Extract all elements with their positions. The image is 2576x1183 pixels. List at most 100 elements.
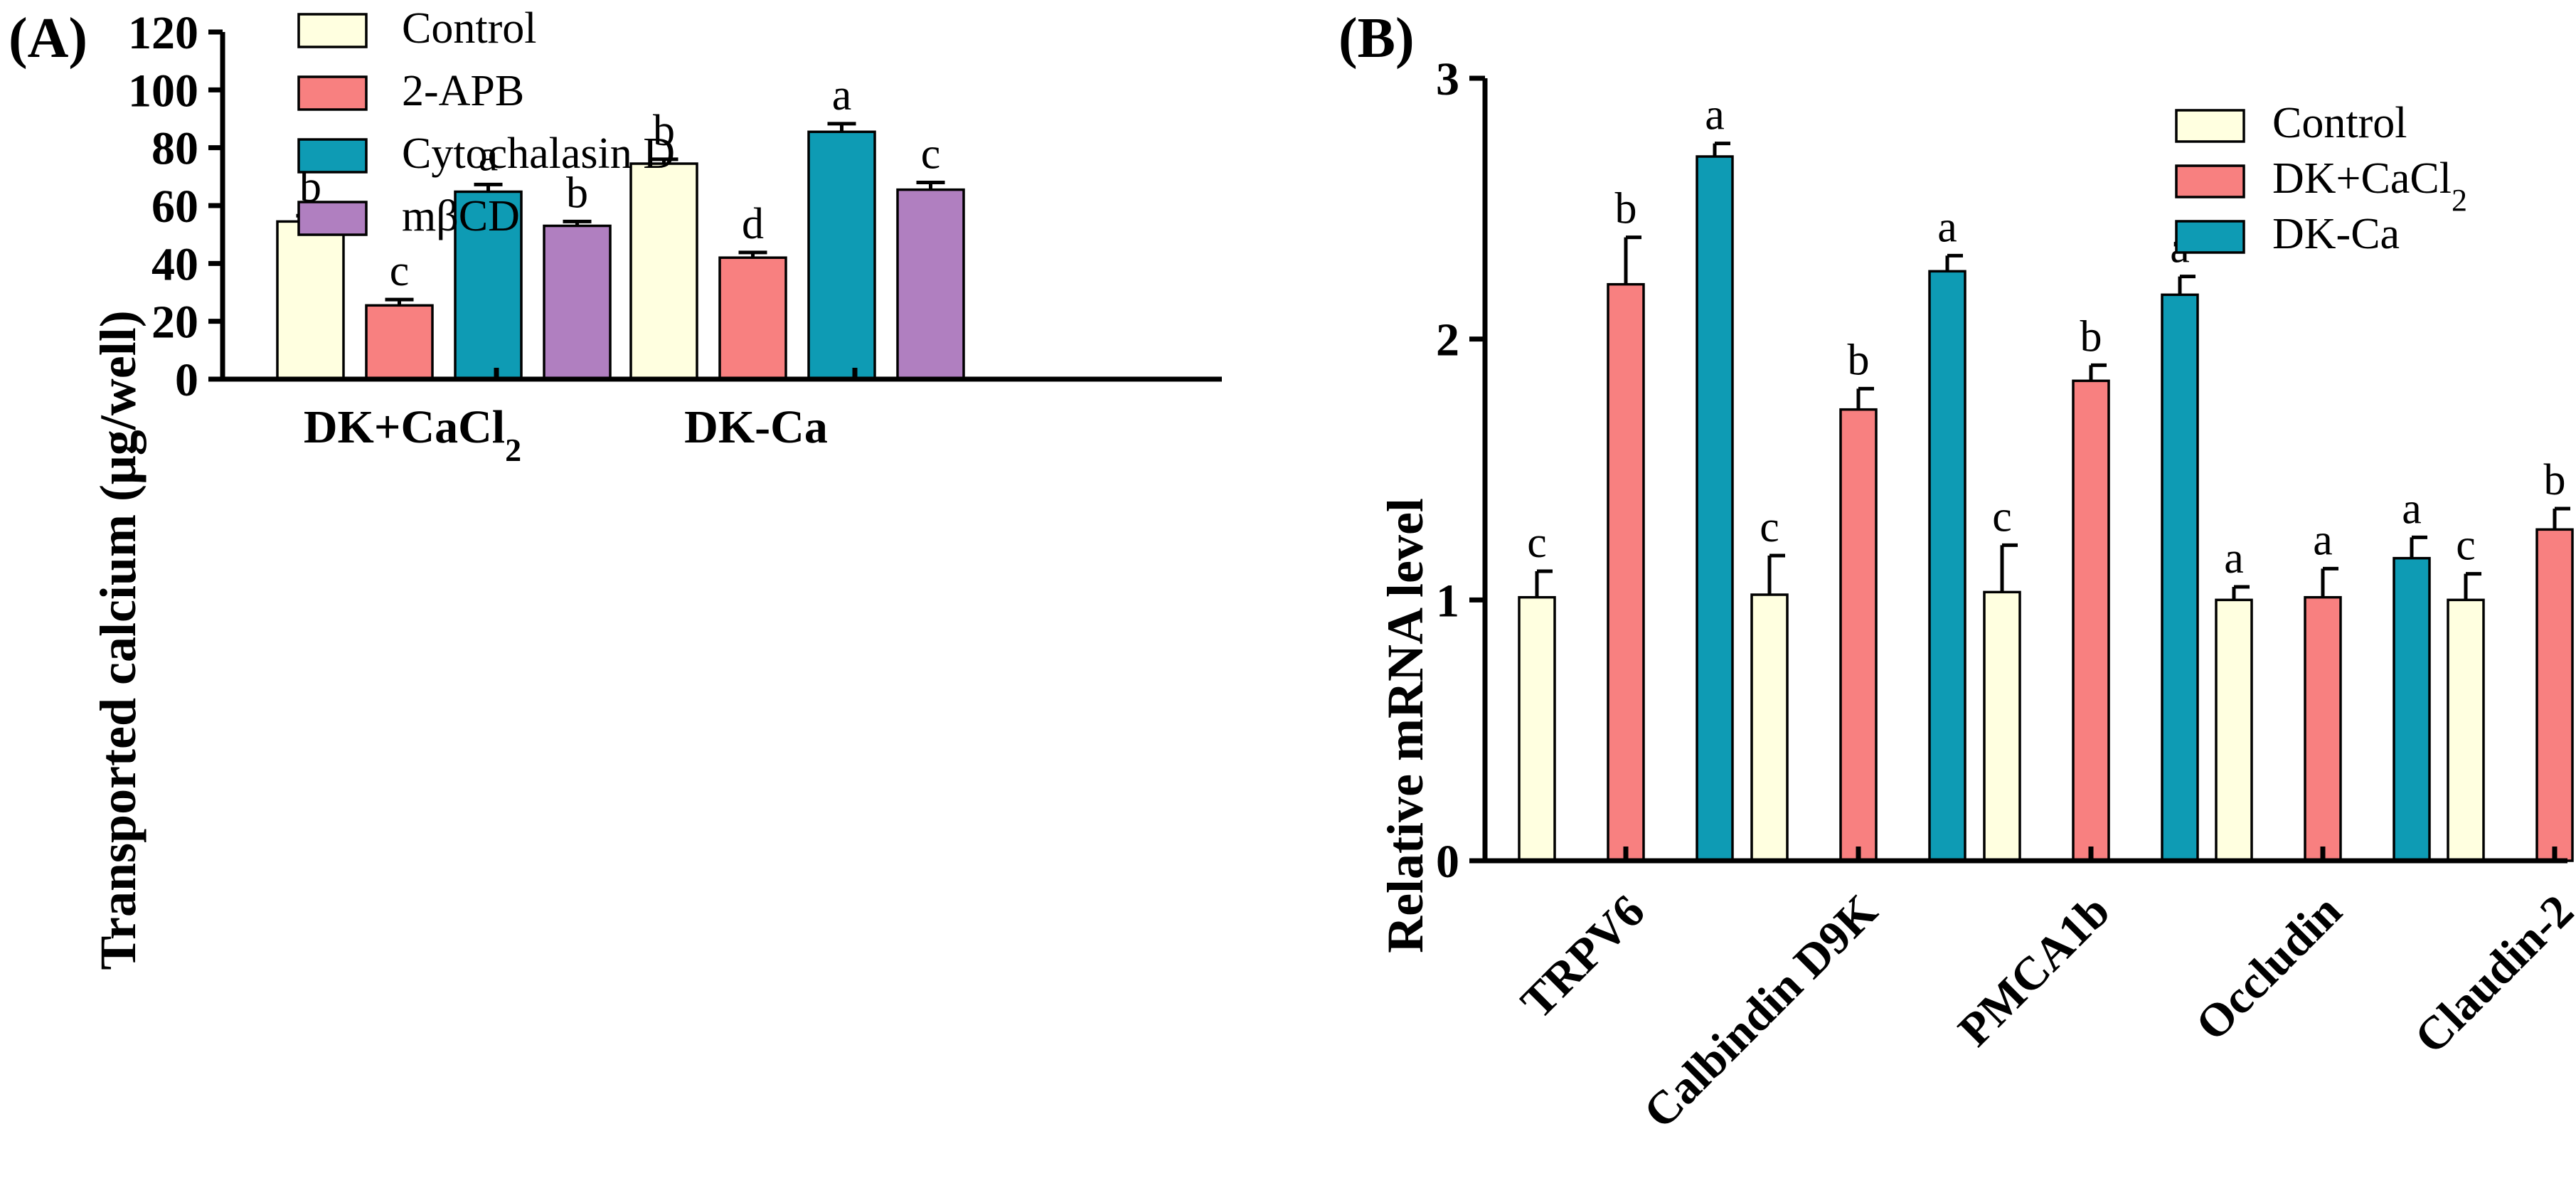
sig-letter-a-1-3: c [921,129,941,178]
panel-b-y-tick-label-0: 0 [1436,836,1459,888]
legend-swatch-a-1 [297,75,368,111]
error-bar-a-1-0 [649,157,678,164]
legend-swatch-b-2 [2175,220,2245,254]
panel-a-category-label-0-subscript: 2 [505,432,521,468]
error-bar-b-3-2 [2410,535,2427,558]
panel-b-y-tick-label-2: 2 [1436,314,1459,366]
panel-b-significance-letters: cccacbbbabaaaaa [1527,91,2566,583]
error-bar-b-0-2 [1713,142,1730,157]
error-bar-b-0-0 [1535,569,1553,598]
bar-b-1-2 [1928,270,1966,862]
panel-a-y-tick-label-6: 120 [128,7,198,59]
bar-a-1-2 [807,130,876,381]
error-bar-b-2-2 [2178,275,2196,295]
panel-a-y-tick-label-0: 0 [175,354,198,406]
legend-label-a-3: mβCD [402,192,520,240]
legend-label-b-1-subscript: 2 [2452,183,2467,218]
panel-a-label: (A) [9,7,87,70]
legend-label-b-1-text: DK+CaCl [2272,154,2452,203]
panel-a-y-tick-label-3: 60 [151,181,198,233]
legend-label-a-1: 2-APB [402,67,524,115]
sig-letter-b-4-0: c [2456,521,2476,570]
bar-b-0-0 [1518,595,1556,862]
sig-letter-a-1-0: b [653,107,675,155]
error-bar-a-0-3 [563,219,592,226]
bar-a-1-1 [718,256,787,381]
error-bar-b-4-0 [2464,572,2481,600]
legend-label-a-2: Cytochalasin D [402,129,675,178]
sig-letter-a-1-1: d [742,200,764,248]
bar-b-2-1 [2072,379,2110,862]
error-bar-a-1-3 [916,180,945,190]
bar-a-1-0 [629,162,698,381]
bar-b-3-0 [2215,598,2253,862]
panel-b-label: (B) [1338,7,1415,70]
panel-a-category-label-0-text: DK+CaCl [304,401,505,453]
legend-label-b-2-text: DK-Ca [2272,210,2400,258]
legend-label-b-2: DK-Ca [2272,210,2400,258]
sig-letter-a-1-2: a [832,71,852,120]
legend-swatch-b-0 [2175,109,2245,143]
bar-b-4-1 [2535,528,2574,862]
panel-a-chart: (A) Transported calcium (μg/well) b b c d a a… [9,4,1222,970]
error-bar-b-3-0 [2232,585,2250,600]
error-bar-b-0-1 [1624,235,1641,285]
bar-b-3-1 [2304,595,2342,862]
error-bar-b-1-0 [1767,553,1785,595]
sig-letter-b-3-0: a [2224,534,2244,583]
sig-letter-b-1-1: b [1848,336,1870,384]
legend-label-b-0: Control [2272,99,2407,147]
bar-b-3-2 [2393,556,2431,862]
bar-b-0-1 [1607,282,1645,862]
error-bar-b-4-1 [2553,506,2570,530]
panel-b-error-bars [1535,142,2570,600]
panel-a-category-labels: DK+CaCl2 DK-Ca [304,401,828,468]
panel-a-y-tick-label-5: 100 [128,65,198,117]
sig-letter-a-0-1: c [390,247,410,295]
sig-letter-b-0-2: a [1705,91,1725,139]
panel-b-axes [1482,78,2567,864]
error-bar-a-1-1 [738,250,767,258]
bar-b-1-1 [1839,408,1878,862]
legend-label-a-0: Control [402,4,536,53]
panel-a-category-label-1-text: DK-Ca [684,401,828,453]
panel-a-y-axis-label: Transported calcium (μg/well) [90,310,147,970]
sig-letter-b-1-2: a [1937,203,1957,251]
sig-letter-a-0-2: a [479,132,499,180]
bar-b-0-2 [1696,155,1734,862]
sig-letter-b-3-2: a [2402,484,2422,533]
legend-swatch-a-2 [297,138,368,174]
error-bar-a-0-2 [474,182,503,192]
panel-b-bars [1518,155,2574,862]
bar-a-0-0 [276,220,345,381]
sig-letter-b-4-1: b [2544,456,2566,504]
sig-letter-a-0-3: b [566,169,588,217]
bar-b-4-0 [2447,598,2485,862]
bar-b-2-0 [1983,590,2021,862]
error-bar-b-2-1 [2089,363,2107,381]
bar-a-0-3 [543,224,612,381]
panel-b-y-tick-label-3: 3 [1436,53,1459,105]
panel-b-y-axis-label: Relative mRNA level [1377,498,1434,953]
legend-swatch-a-0 [297,13,368,48]
panel-a-y-tick-label-2: 40 [151,238,198,290]
sig-letter-b-2-1: b [2080,312,2102,361]
panel-b-legend: Control DK+CaCl2 DK-Ca [2175,99,2467,258]
panel-a-category-label-1: DK-Ca [684,401,828,453]
error-bar-b-3-1 [2321,566,2338,598]
panel-b-y-tick-label-1: 1 [1436,575,1459,627]
sig-letter-b-0-0: c [1527,519,1547,567]
panel-a-y-tick-label-4: 80 [151,123,198,175]
legend-swatch-b-1 [2175,164,2245,198]
error-bar-a-0-1 [385,297,414,306]
legend-label-b-0-text: Control [2272,99,2407,147]
error-bar-b-1-2 [1945,253,1963,272]
error-bar-b-2-0 [2000,543,2018,593]
sig-letter-b-2-0: c [1992,492,2012,541]
panel-a-legend: Control 2-APB Cytochalasin D mβCD [297,4,675,240]
sig-letter-b-0-1: b [1615,185,1637,233]
panel-a-category-label-0: DK+CaCl2 [304,401,521,468]
